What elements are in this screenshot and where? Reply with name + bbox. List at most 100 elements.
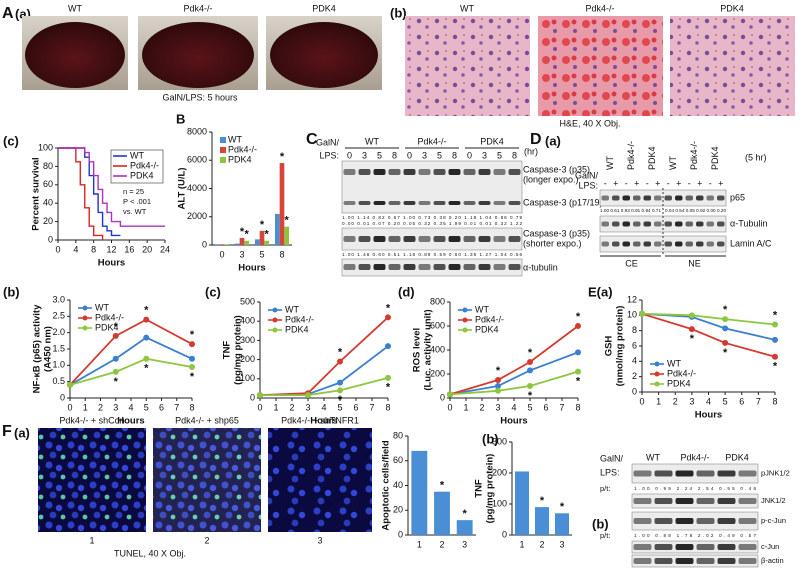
densitometry: 0.04 0.54 0.05 0.92 0.00 0.20 [665, 208, 726, 213]
y-axis-label: TNF [222, 341, 233, 360]
band-label: Caspase-3 (p17/19) [523, 197, 603, 207]
band [633, 195, 641, 201]
bar [224, 244, 229, 245]
y-tick-label: 40 [43, 198, 53, 208]
y-axis-label: ALT (U/L) [177, 167, 188, 209]
legend-label: WT [95, 302, 109, 312]
band [633, 544, 652, 550]
point [337, 379, 343, 386]
image-number: 1 [89, 535, 94, 545]
x-tick-label: 3 [113, 402, 118, 412]
y-tick-label: 0 [502, 529, 507, 539]
band [675, 470, 694, 477]
y-tick-label: 6 [632, 340, 637, 350]
x-tick-label: 5 [144, 402, 149, 412]
band [633, 470, 652, 477]
y-tick-label: 100 [492, 498, 507, 508]
band [343, 169, 356, 175]
sign: + [697, 178, 702, 188]
legend-swatch [220, 157, 226, 163]
image-label: WT [68, 3, 82, 13]
sign: - [646, 178, 649, 188]
sign: + [655, 178, 660, 188]
panel-letter: C [306, 131, 318, 148]
band [643, 195, 651, 201]
band [696, 498, 715, 504]
y-tick-label: 3.0 [52, 294, 65, 304]
band [654, 470, 673, 477]
legend-swatch [220, 137, 226, 143]
panel-label: (a) [545, 133, 561, 148]
bar [411, 450, 428, 535]
band [388, 236, 401, 242]
band [664, 195, 672, 201]
band [418, 264, 431, 270]
y-tick-label: 2 [632, 371, 637, 381]
point [189, 363, 195, 370]
x-tick-label: 4 [511, 402, 516, 412]
band [388, 169, 401, 175]
band [675, 518, 694, 524]
x-tick-label: 7 [756, 396, 761, 406]
band [463, 236, 476, 242]
band [717, 544, 736, 550]
bar [279, 163, 285, 245]
point [688, 326, 695, 333]
band [685, 221, 693, 227]
y-axis-label: (pg/mg protein) [485, 454, 496, 524]
point [143, 355, 150, 362]
time-label: (5 hr) [745, 152, 767, 162]
band-label: c-Jun [761, 542, 779, 551]
band [643, 221, 651, 227]
fraction-label: NE [688, 258, 701, 268]
x-tick-label: 3 [559, 539, 564, 549]
image-number: 2 [204, 535, 209, 545]
time-label: 0 [467, 150, 472, 160]
densitometry: 1.00 0.88 1.78 2.02 0.49 0.57 [634, 533, 756, 538]
group-label: WT [646, 452, 660, 462]
y-axis-label: Apoptotic cells/field [381, 440, 392, 530]
point [257, 392, 263, 399]
series-line [449, 325, 579, 396]
y-tick-label: 800 [430, 296, 445, 306]
band [463, 201, 476, 205]
caption: TUNEL, 40 X Obj. [114, 548, 186, 558]
image-label: Pdk4-/- [585, 3, 614, 13]
band [601, 241, 609, 247]
x-tick-label: 2 [673, 396, 678, 406]
caption: H&E, 40 X Obj. [559, 118, 620, 128]
band-label: (longer expo.) [523, 174, 579, 184]
legend-label: PDK4 [667, 378, 691, 388]
sign: + [676, 178, 681, 188]
band [696, 195, 704, 201]
time-label: 8 [392, 150, 397, 160]
significance-star: * [540, 495, 545, 507]
y-tick-label: 4 [632, 356, 637, 366]
point [495, 387, 501, 394]
band [706, 241, 714, 247]
y-tick-label: 0 [202, 239, 207, 249]
band [675, 498, 694, 504]
lane-header: PDK4 [710, 146, 720, 170]
y-tick-label: 100 [240, 373, 255, 383]
image-label: PDK4 [720, 3, 744, 13]
x-tick-label: 0 [67, 402, 72, 412]
band [403, 264, 416, 270]
bar [255, 239, 260, 245]
treatment-label: GalN/ [600, 453, 624, 463]
bar [284, 226, 289, 245]
bar [515, 471, 529, 535]
y-axis-label: TNF [474, 479, 485, 498]
x-tick-label: 6 [353, 402, 358, 412]
x-tick-label: 0 [639, 396, 644, 406]
y-tick-label: 0.5 [52, 376, 65, 386]
y-tick-label: 40 [393, 480, 403, 490]
tunel-image [268, 428, 372, 532]
time-label: 5 [437, 150, 442, 160]
bar [456, 520, 473, 535]
treatment-label: LPS: [578, 180, 598, 190]
panel-letter: F [2, 423, 12, 440]
x-tick-label: 1 [273, 402, 278, 412]
band [633, 518, 652, 524]
legend-label: WT [228, 134, 242, 144]
